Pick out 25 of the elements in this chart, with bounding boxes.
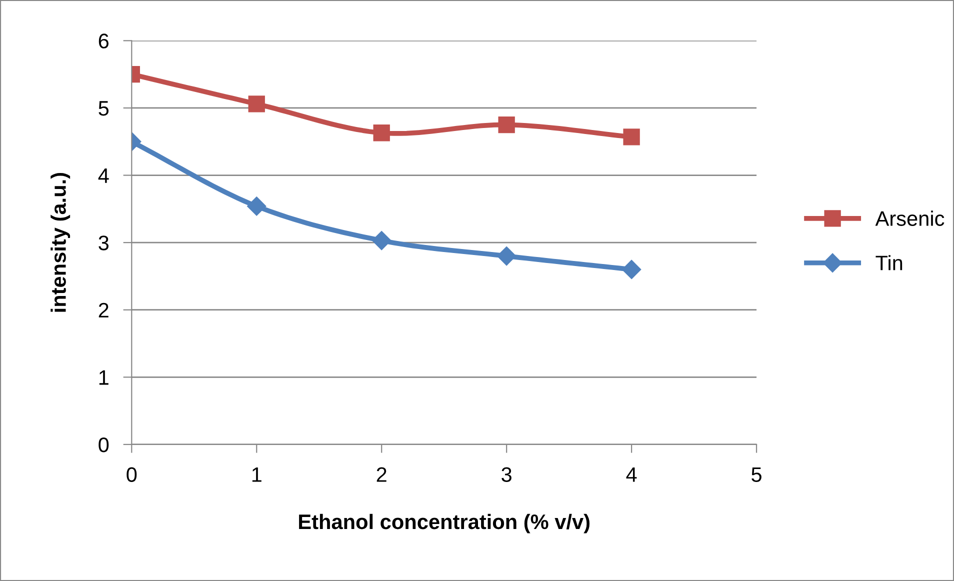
point [498, 116, 515, 134]
y-axis-title: intensity (a.u.) [50, 172, 70, 312]
legend-label: Arsenic [875, 210, 944, 226]
y-tick-label: 2 [98, 302, 108, 318]
y-tick-label: 4 [98, 168, 109, 183]
point [622, 260, 642, 280]
point [372, 231, 392, 250]
point [248, 96, 265, 112]
x-tick-label: 5 [752, 467, 762, 482]
x-tick-label: 4 [626, 467, 637, 482]
point [623, 128, 640, 146]
y-tick-label: 5 [98, 101, 109, 116]
y-tick-label: 6 [98, 34, 109, 48]
point [497, 246, 516, 266]
y-tick-label: 0 [98, 437, 109, 452]
point [247, 196, 266, 216]
x-tick-label: 2 [376, 467, 386, 482]
x-tick-label: 3 [502, 467, 512, 482]
x-tick-label: 0 [126, 467, 137, 482]
x-axis-title: Ethanol concentration (% v/v) [299, 514, 590, 534]
y-tick-label: 3 [98, 236, 109, 250]
x-tick-label: 1 [252, 467, 262, 482]
legend-label: Tin [876, 255, 902, 270]
y-tick-label: 1 [99, 370, 108, 385]
point [373, 124, 390, 142]
